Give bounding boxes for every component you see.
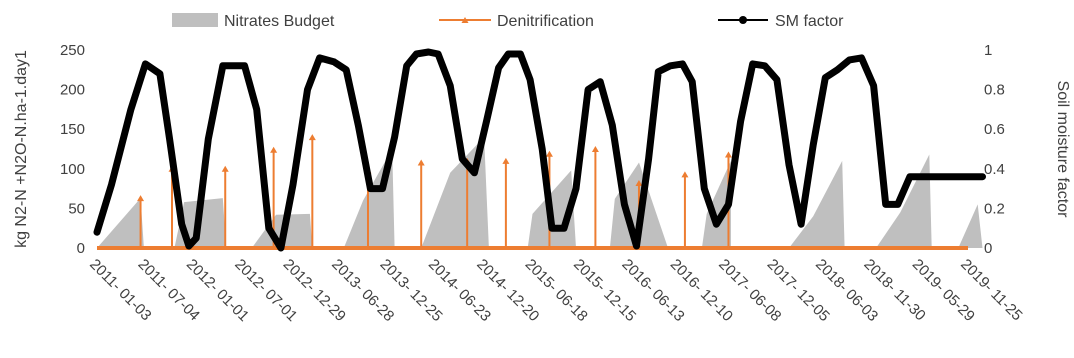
denitrification-marker [545,150,553,157]
y-right-axis-title: Soil moisture factor [1054,81,1071,219]
y-left-tick-label: 50 [68,200,85,217]
legend-denitrification-label: Denitrification [497,13,594,30]
y-left-tick-label: 0 [77,240,85,257]
y-left-tick-label: 250 [60,42,85,59]
legend-sm-label: SM factor [775,13,844,30]
denitrification-marker [591,146,599,152]
legend-nitrates-label: Nitrates Budget [224,13,335,30]
denitrification-marker [137,195,145,202]
y-right-tick-label: 0.8 [984,82,1005,99]
denitrification-marker [270,146,278,153]
y-left-axis-title: kg N2-N +N2O-N.ha-1.day1 [13,50,30,248]
y-left-tick-label: 100 [60,161,85,178]
legend-nitrates-swatch [172,13,218,27]
nitrates-budget-area [97,137,731,248]
denitrification-marker [635,180,643,187]
y-right-tick-label: 0.4 [984,161,1005,178]
denitrification-marker [502,157,510,164]
nitrates-budget-area [735,154,983,248]
sm-factor-line [93,48,986,252]
y-left-tick-label: 150 [60,121,85,138]
denitrification-marker [724,151,732,158]
y-right-tick-label: 0 [984,240,992,257]
denitrification-marker [681,171,689,178]
y-right-tick-label: 1 [984,42,992,59]
y-right-tick-label: 0.2 [984,200,1005,217]
denitrification-marker [221,165,229,172]
denitrification-marker [308,134,316,141]
denitrification-marker [417,159,425,166]
y-right-tick-label: 0.6 [984,121,1005,138]
legend-denitrification-marker [461,17,469,23]
y-left-tick-label: 200 [60,82,85,99]
legend-sm-marker [739,16,747,24]
